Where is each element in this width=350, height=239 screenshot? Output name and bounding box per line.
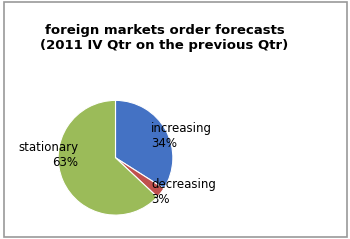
Wedge shape [116, 158, 164, 197]
Text: decreasing
3%: decreasing 3% [151, 178, 216, 206]
Text: stationary
63%: stationary 63% [18, 141, 78, 169]
Wedge shape [116, 100, 173, 189]
Wedge shape [58, 100, 157, 215]
Text: foreign markets order forecasts
(2011 IV Qtr on the previous Qtr): foreign markets order forecasts (2011 IV… [40, 24, 289, 52]
Text: increasing
34%: increasing 34% [151, 122, 212, 150]
